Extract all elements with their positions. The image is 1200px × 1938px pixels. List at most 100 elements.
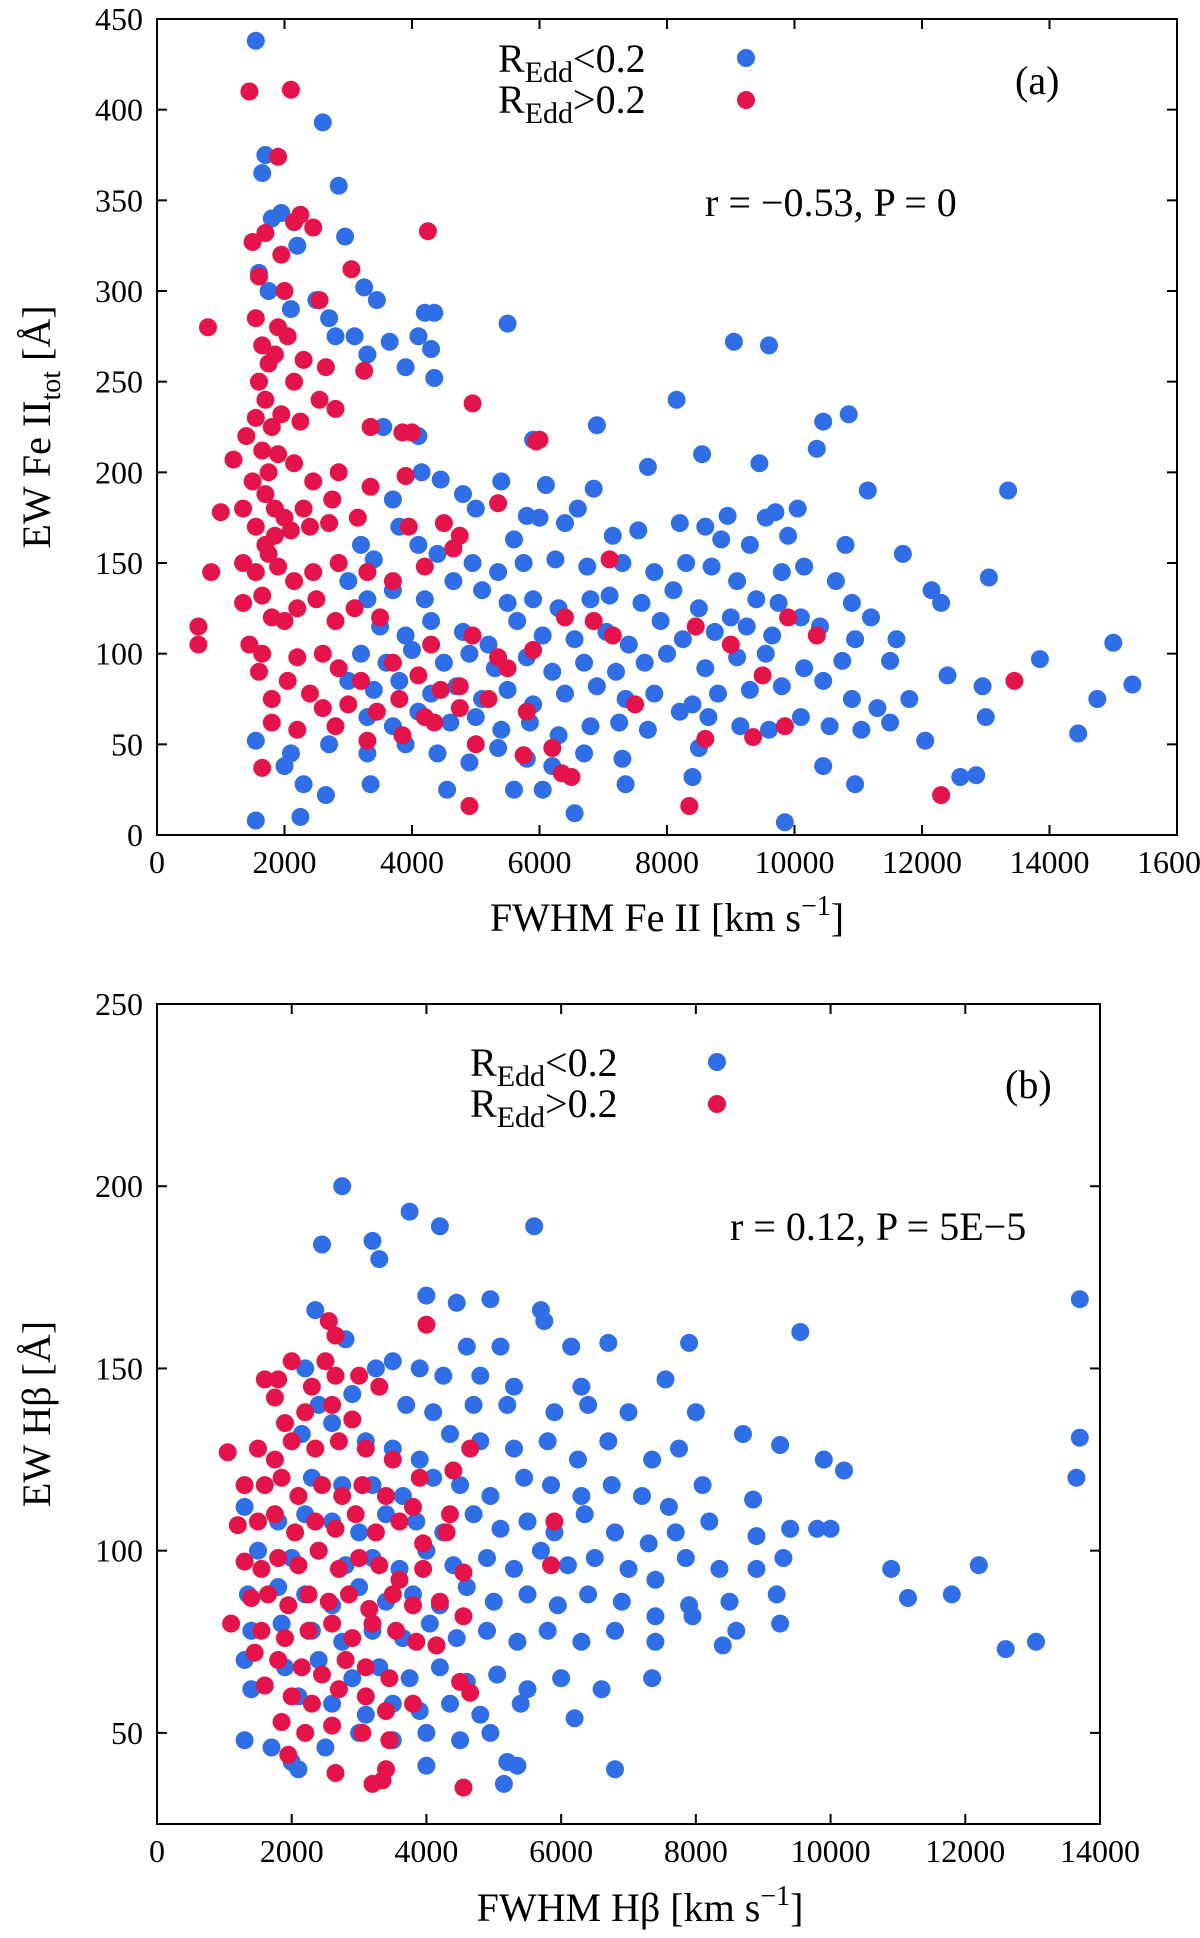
- panel-a-point-high: [234, 593, 253, 612]
- panel-b-point-low: [441, 1694, 459, 1713]
- panel-b-y-tick-label: 100: [95, 1533, 143, 1569]
- panel-b-point-low: [505, 1559, 523, 1578]
- panel-a-point-high: [383, 653, 402, 672]
- panel-b-point-high: [451, 1672, 470, 1691]
- panel-a-point-low: [670, 702, 689, 721]
- panel-a-point-high: [288, 648, 307, 667]
- panel-b-point-low: [882, 1559, 901, 1578]
- panel-a-point-high: [243, 472, 262, 491]
- panel-a-point-high: [348, 508, 367, 527]
- panel-a-point-high: [240, 82, 259, 101]
- panel-b-point-low: [457, 1337, 476, 1356]
- panel-b-point-high: [323, 1395, 342, 1414]
- panel-b-point-high: [404, 1694, 422, 1713]
- panel-a-point-low: [316, 786, 335, 805]
- panel-a-label: (a): [1015, 58, 1059, 103]
- panel-a-point-low: [581, 717, 600, 736]
- panel-a-point-low: [409, 327, 428, 346]
- panel-a-point-low: [390, 671, 409, 690]
- panel-b-point-high: [356, 1439, 375, 1458]
- panel-a-point-high: [285, 372, 304, 391]
- panel-a-point-high: [237, 427, 256, 446]
- panel-a-point-low: [814, 671, 833, 690]
- panel-b-point-high: [323, 1614, 342, 1633]
- panel-b-point-low: [481, 1487, 500, 1505]
- panel-a-point-high: [256, 224, 275, 242]
- panel-b-point-low: [656, 1370, 675, 1389]
- panel-a-point-low: [352, 535, 370, 554]
- panel-a-point-low: [352, 644, 370, 663]
- panel-a-point-low: [463, 554, 482, 572]
- panel-a-point-low: [524, 590, 543, 609]
- panel-b-point-low: [771, 1436, 790, 1454]
- panel-b-point-low: [969, 1556, 988, 1575]
- panel-b-point-low: [420, 1614, 439, 1633]
- panel-b-point-low: [323, 1694, 342, 1713]
- panel-a-point-low: [275, 757, 294, 776]
- panel-b-point-high: [218, 1443, 237, 1462]
- panel-b-point-high: [296, 1723, 315, 1742]
- panel-a-point-low: [795, 659, 814, 678]
- panel-a-point-low: [702, 557, 721, 576]
- panel-b-point-low: [447, 1629, 466, 1648]
- panel-a-legend-low-marker: [737, 49, 755, 67]
- panel-b-point-low: [511, 1694, 530, 1713]
- panel-a-point-high: [450, 699, 469, 718]
- panel-b-point-low: [451, 1476, 470, 1495]
- panel-a-y-tick-label: 150: [95, 545, 143, 581]
- panel-a-point-low: [673, 630, 692, 649]
- panel-b-ticks: 0 2000 4000 6000 8000 10000 12000 14000 50 100 150…: [95, 986, 1140, 1869]
- panel-a-point-low: [505, 780, 523, 799]
- panel-b-x-tick-label: 2000: [260, 1833, 324, 1869]
- panel-b-point-low: [494, 1774, 513, 1793]
- panel-a-point-low: [1069, 724, 1088, 743]
- panel-b-x-tick-label: 14000: [1060, 1833, 1140, 1869]
- panel-a-point-high: [256, 390, 275, 409]
- panel-a-point-high: [361, 477, 380, 496]
- panel-b-point-low: [572, 1487, 591, 1505]
- panel-b-point-high: [437, 1523, 456, 1542]
- panel-a-point-low: [415, 590, 434, 609]
- panel-b-frame: [156, 1003, 1101, 1825]
- panel-b-point-high: [360, 1600, 379, 1618]
- panel-a-point-low: [951, 768, 970, 786]
- panel-a-point-high: [275, 282, 294, 300]
- panel-b-point-low: [424, 1468, 443, 1487]
- panel-a-point-high: [288, 599, 307, 618]
- panel-b-point-low: [333, 1177, 352, 1196]
- panel-b-point-low: [370, 1250, 389, 1269]
- panel-a-point-low: [320, 309, 339, 328]
- panel-a-point-high: [326, 399, 345, 418]
- panel-b-point-low: [397, 1395, 416, 1414]
- panel-b-point-high: [319, 1312, 338, 1331]
- panel-b-point-low: [491, 1519, 510, 1538]
- panel-b-point-low: [400, 1669, 419, 1688]
- panel-b-point-low: [619, 1403, 638, 1422]
- panel-b-point-low: [383, 1352, 402, 1371]
- panel-b-point-high: [235, 1552, 254, 1571]
- panel-b-point-low: [538, 1621, 557, 1640]
- panel-a-point-high: [514, 746, 533, 765]
- panel-b-point-low: [1070, 1428, 1089, 1447]
- panel-b-point-high: [410, 1468, 429, 1487]
- panel-b-point-low: [471, 1705, 490, 1724]
- panel-b-point-high: [259, 1585, 278, 1604]
- panel-b-ylabel: EW Hβ [Å]: [14, 1321, 59, 1507]
- panel-a-point-high: [479, 690, 498, 708]
- panel-b-legend-low-marker: [708, 1053, 726, 1071]
- panel-b-point-high: [289, 1487, 308, 1505]
- panel-a-point-low: [862, 608, 880, 627]
- panel-a-point-low: [262, 209, 281, 228]
- panel-a-point-high: [603, 626, 622, 645]
- panel-b-point-high: [302, 1377, 321, 1396]
- panel-b-legend: REdd<0.2 REdd>0.2: [470, 1040, 726, 1134]
- panel-a-point-low: [670, 514, 689, 533]
- panel-b-point-high: [343, 1629, 362, 1648]
- panel-b-point-low: [417, 1286, 436, 1305]
- panel-b-point-low: [309, 1395, 328, 1414]
- panel-b-point-high: [279, 1596, 298, 1615]
- panel-b-point-low: [767, 1585, 786, 1604]
- panel-b-point-low: [646, 1570, 665, 1589]
- panel-a-point-high: [253, 336, 272, 355]
